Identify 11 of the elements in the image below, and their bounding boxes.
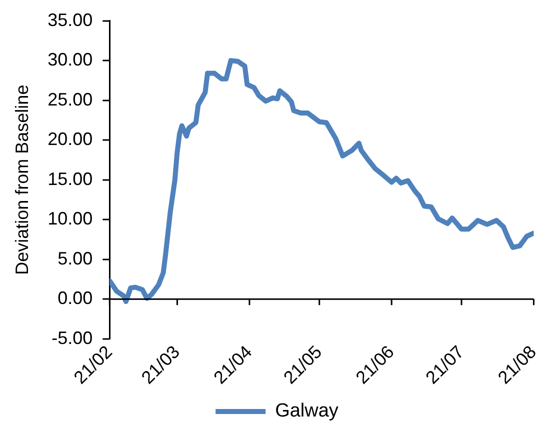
y-axis-title: Deviation from Baseline bbox=[12, 84, 32, 275]
y-tick-label: 35.00 bbox=[48, 10, 93, 30]
y-tick-label: 25.00 bbox=[48, 89, 93, 110]
y-tick-label: 15.00 bbox=[48, 168, 93, 189]
y-tick-label: 30.00 bbox=[48, 50, 93, 70]
y-tick-label: 5.00 bbox=[58, 248, 93, 268]
y-tick-label: 0.00 bbox=[58, 288, 93, 308]
y-tick-label: -5.00 bbox=[52, 328, 93, 348]
y-tick-label: 10.00 bbox=[48, 208, 93, 229]
y-tick-label: 20.00 bbox=[48, 129, 93, 150]
legend-label: Galway bbox=[275, 400, 339, 422]
